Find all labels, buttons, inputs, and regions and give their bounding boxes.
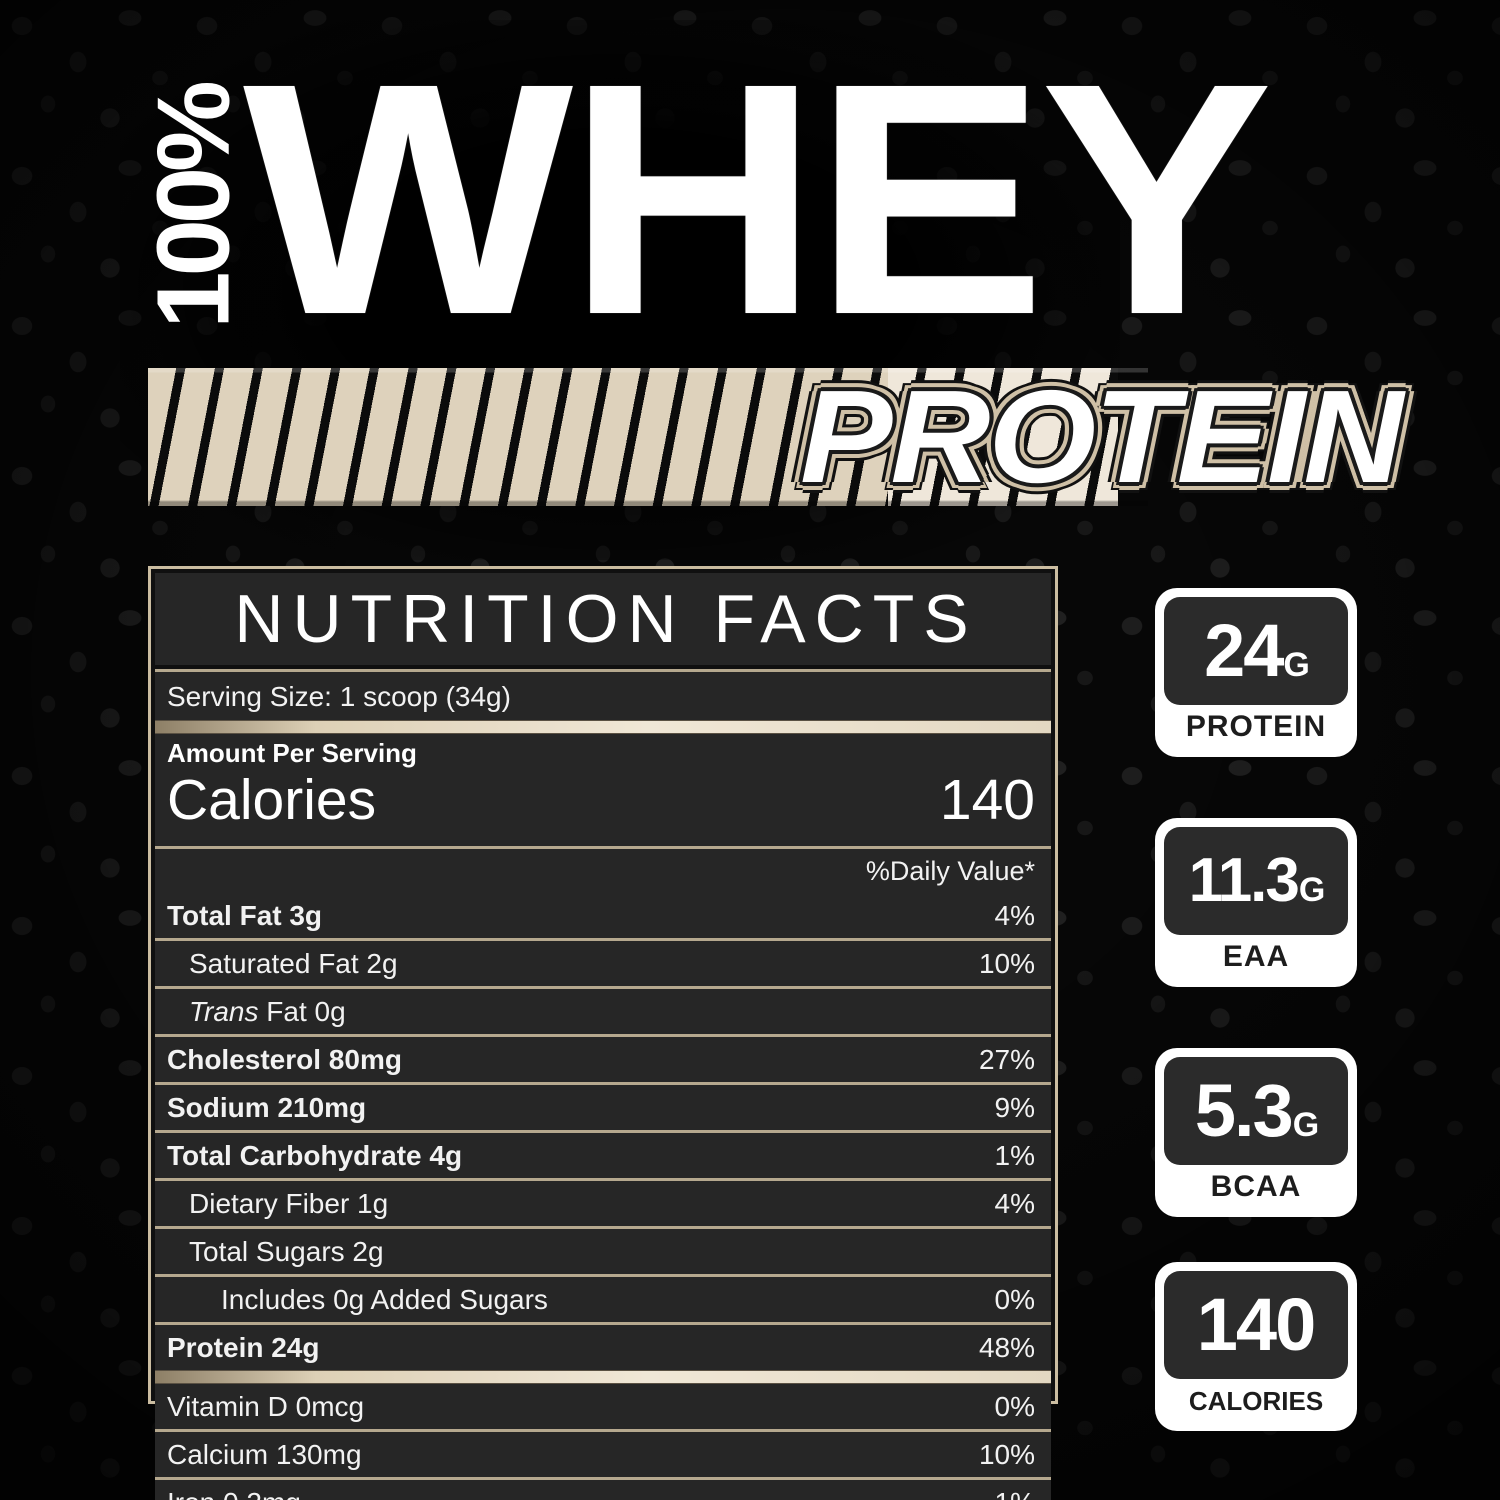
stat-badge-label: BCAA bbox=[1210, 1170, 1302, 1203]
nutrient-label-italic-part: Trans bbox=[189, 996, 259, 1027]
nutrient-daily-value: 4% bbox=[994, 900, 1035, 931]
nutrient-label: Total Sugars 2g bbox=[189, 1236, 384, 1267]
nutrient-label: Dietary Fiber 1g bbox=[189, 1188, 389, 1219]
stat-badge-label: CALORIES bbox=[1188, 1386, 1324, 1416]
nutrient-daily-value: 9% bbox=[994, 1092, 1035, 1123]
row-divider bbox=[155, 1322, 1051, 1325]
nutrient-daily-value: 0% bbox=[994, 1391, 1035, 1422]
row-divider bbox=[155, 1082, 1051, 1085]
nutrient-label: Protein 24g bbox=[167, 1332, 320, 1363]
stat-badge-bcaa: 5.3 G BCAA bbox=[1155, 1048, 1357, 1217]
nutrient-label: Total Carbohydrate 4g bbox=[167, 1140, 463, 1171]
stat-badge-value-panel: 11.3 G bbox=[1164, 827, 1348, 935]
nutrient-row: Calcium 130mg 10% bbox=[155, 1432, 1051, 1477]
nutrient-label: Vitamin D 0mcg bbox=[167, 1391, 365, 1422]
row-divider bbox=[155, 1274, 1051, 1277]
nutrient-daily-value: 4% bbox=[994, 1188, 1035, 1219]
divider-thin bbox=[155, 669, 1051, 672]
nutrient-daily-value: 0% bbox=[994, 1284, 1035, 1315]
micronutrient-rows-container: Vitamin D 0mcg 0% Calcium 130mg 10% Iron 0.2… bbox=[155, 1384, 1051, 1500]
row-divider bbox=[155, 1178, 1051, 1181]
stat-badge-value-panel: 5.3 G bbox=[1164, 1057, 1348, 1165]
stat-badge-unit: G bbox=[1298, 871, 1325, 909]
nutrient-daily-value: 48% bbox=[978, 1332, 1035, 1363]
row-divider bbox=[155, 1034, 1051, 1037]
nutrient-daily-value: 10% bbox=[978, 948, 1035, 979]
stat-badge-protein: 24 G PROTEIN bbox=[1155, 588, 1357, 757]
nutrient-row: Trans Fat 0g bbox=[155, 989, 1051, 1034]
nutrient-label: Sodium 210mg bbox=[167, 1092, 367, 1123]
stat-badge-label: PROTEIN bbox=[1185, 710, 1327, 743]
nutrient-label: Trans Fat 0g bbox=[189, 996, 346, 1027]
calories-line: Calories 140 bbox=[167, 766, 1035, 834]
divider-thin-2 bbox=[155, 846, 1051, 849]
stat-badge-number: 5.3 G bbox=[1194, 1069, 1319, 1152]
nutrient-row: Includes 0g Added Sugars 0% bbox=[155, 1277, 1051, 1322]
stat-badge-unit: G bbox=[1283, 646, 1309, 684]
serving-size-row: Serving Size: 1 scoop (34g) bbox=[155, 672, 1051, 720]
stat-badge-unit: G bbox=[1292, 1106, 1319, 1144]
nutrient-label: Saturated Fat 2g bbox=[189, 948, 398, 979]
nutrient-row: Total Fat 3g 4% bbox=[155, 893, 1051, 938]
nutrient-label: Cholesterol 80mg bbox=[167, 1044, 402, 1075]
stripe-pattern-right bbox=[888, 368, 1118, 506]
nutrient-daily-value: 1% bbox=[994, 1140, 1035, 1171]
nutrient-daily-value: 10% bbox=[978, 1439, 1035, 1470]
row-divider bbox=[155, 1226, 1051, 1229]
calories-value: 140 bbox=[939, 768, 1035, 832]
product-subtitle-protein: PROTEIN bbox=[800, 363, 1403, 510]
row-divider bbox=[155, 1130, 1051, 1133]
percent-text: 100% bbox=[135, 85, 251, 329]
nutrient-row: Sodium 210mg 9% bbox=[155, 1085, 1051, 1130]
product-title-whey: WHEY bbox=[243, 14, 1273, 383]
divider-thick-bottom bbox=[155, 1370, 1051, 1384]
nutrient-daily-value: 27% bbox=[978, 1044, 1035, 1075]
nutrition-facts-panel: NUTRITION FACTS Serving Size: 1 scoop (3… bbox=[148, 566, 1058, 1500]
stat-badge-label: EAA bbox=[1222, 940, 1290, 973]
nutrient-label: Includes 0g Added Sugars bbox=[221, 1284, 548, 1315]
stat-badge-value-panel: 140 bbox=[1164, 1271, 1348, 1379]
stat-badge-number: 140 bbox=[1196, 1283, 1316, 1366]
nutrient-row: Dietary Fiber 1g 4% bbox=[155, 1181, 1051, 1226]
stat-badge-number: 24 G bbox=[1204, 609, 1310, 692]
row-divider bbox=[155, 1429, 1051, 1432]
nutrient-row: Total Carbohydrate 4g 1% bbox=[155, 1133, 1051, 1178]
row-divider bbox=[155, 938, 1051, 941]
diagonal-stripe-bar bbox=[148, 368, 1362, 506]
row-divider bbox=[155, 1477, 1051, 1480]
stat-badge-eaa: 11.3 G EAA bbox=[1155, 818, 1357, 987]
amount-per-serving-label: Amount Per Serving bbox=[167, 738, 417, 768]
calories-row: Amount Per Serving Calories 140 bbox=[155, 734, 1051, 846]
nutrient-row: Saturated Fat 2g 10% bbox=[155, 941, 1051, 986]
nutrition-facts-title: NUTRITION FACTS bbox=[155, 573, 1051, 665]
stat-badge-number: 11.3 G bbox=[1188, 846, 1326, 915]
panel-gap bbox=[155, 665, 1051, 669]
nutrient-daily-value: 1% bbox=[995, 1480, 1035, 1500]
stat-badge-value-panel: 24 G bbox=[1164, 597, 1348, 705]
calories-label: Calories bbox=[167, 768, 377, 832]
divider-thick-top bbox=[155, 720, 1051, 734]
nutrient-row: Protein 24g 48% bbox=[155, 1325, 1051, 1370]
daily-value-header: %Daily Value* bbox=[865, 855, 1035, 886]
serving-size-text: Serving Size: 1 scoop (34g) bbox=[167, 680, 511, 712]
nutrient-label: Calcium 130mg bbox=[167, 1439, 362, 1470]
stat-badge-calories: 140 CALORIES bbox=[1155, 1262, 1357, 1431]
nutrient-label: Iron 0.2mg bbox=[167, 1480, 995, 1500]
nutrient-row: Total Sugars 2g bbox=[155, 1229, 1051, 1274]
nutrient-row: Cholesterol 80mg 27% bbox=[155, 1037, 1051, 1082]
daily-value-header-row: %Daily Value* bbox=[155, 849, 1051, 893]
nutrient-row: Vitamin D 0mcg 0% bbox=[155, 1384, 1051, 1429]
nutrient-rows-container: Total Fat 3g 4% Saturated Fat 2g 10% Trans F… bbox=[155, 893, 1051, 1370]
nutrient-row: Iron 0.2mg1% bbox=[155, 1480, 1051, 1500]
stripe-bar-edge-highlight bbox=[148, 368, 1148, 506]
nutrient-label: Total Fat 3g bbox=[167, 900, 323, 931]
row-divider bbox=[155, 986, 1051, 989]
product-header: 100% WHEY PROTEIN bbox=[0, 0, 1500, 540]
